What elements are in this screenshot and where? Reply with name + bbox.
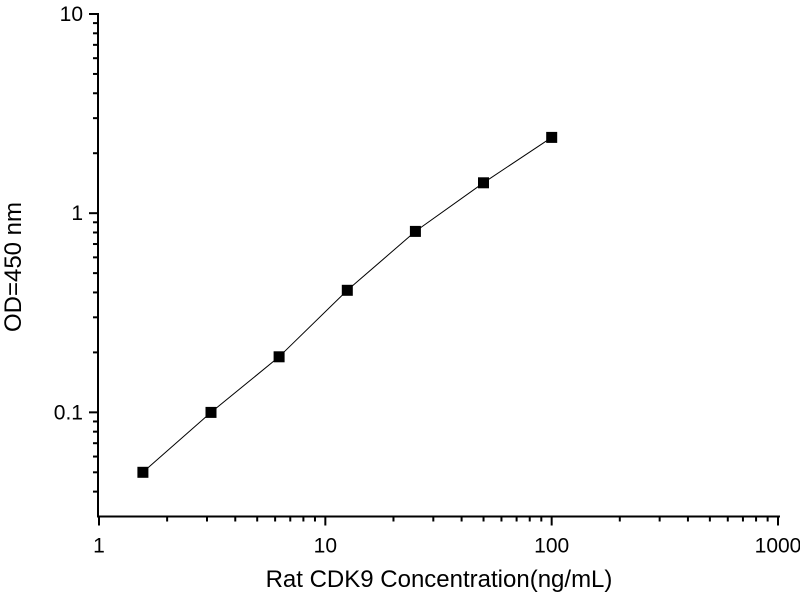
- data-point-marker: [341, 284, 353, 296]
- y-tick-label: 10: [60, 3, 83, 26]
- data-point-marker: [205, 406, 217, 418]
- y-tick-label: 1: [71, 202, 83, 225]
- x-axis-title: Rat CDK9 Concentration(ng/mL): [265, 566, 613, 593]
- series-line: [142, 136, 552, 473]
- data-point-marker: [409, 225, 421, 237]
- y-tick-label: 0.1: [54, 401, 83, 424]
- data-point-marker: [546, 131, 558, 143]
- x-tick-label: 1: [93, 535, 105, 558]
- x-tick-label: 100: [534, 535, 569, 558]
- x-tick-label: 1000: [755, 535, 800, 558]
- data-point-marker: [478, 177, 489, 189]
- data-point-marker: [273, 351, 285, 363]
- x-tick-label: 10: [314, 535, 337, 558]
- y-axis-title: OD=450 nm: [0, 201, 27, 333]
- data-point-marker: [137, 466, 149, 478]
